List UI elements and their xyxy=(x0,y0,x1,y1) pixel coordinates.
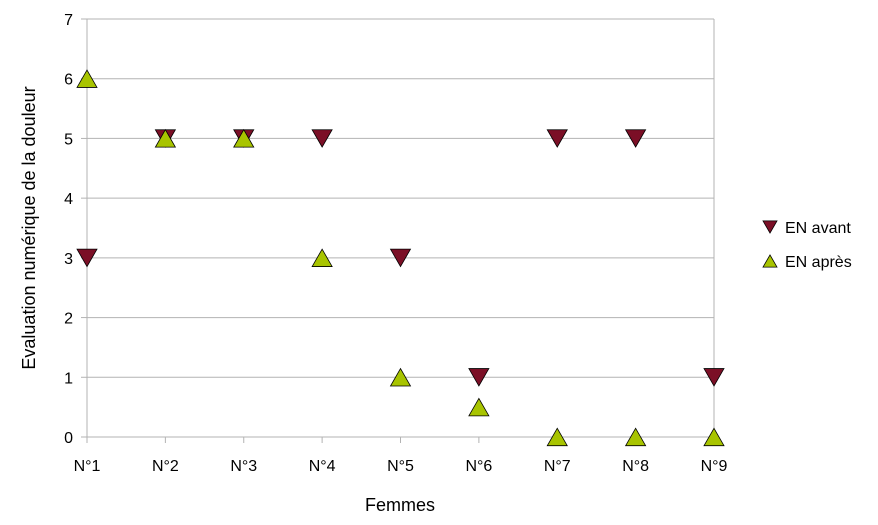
legend-label-en-avant: EN avant xyxy=(785,220,851,237)
marker-en-apr-s xyxy=(624,427,647,447)
x-tick-label: N°3 xyxy=(230,458,257,475)
marker-en-apr-s xyxy=(76,69,98,88)
grid-lines xyxy=(87,18,714,378)
marker-en-apr-s xyxy=(703,427,725,447)
marker-en-apr-s xyxy=(154,128,177,148)
y-tick-label: 3 xyxy=(64,251,73,268)
axes xyxy=(81,18,715,443)
y-tick-label: 0 xyxy=(64,430,73,447)
data-markers xyxy=(76,69,725,447)
x-tick-label: N°7 xyxy=(544,458,571,475)
y-tick-label: 7 xyxy=(64,12,73,29)
legend-symbol xyxy=(762,254,778,268)
marker-en-apr-s xyxy=(546,427,568,447)
x-axis-title: Femmes xyxy=(365,495,435,515)
marker-en-avant xyxy=(76,248,98,268)
marker-en-avant xyxy=(624,129,647,148)
y-tick-label: 5 xyxy=(64,131,73,148)
legend-symbol xyxy=(762,220,778,234)
x-tick-label: N°8 xyxy=(622,458,649,475)
y-tick-label: 4 xyxy=(64,191,73,208)
x-tick-label: N°5 xyxy=(387,458,414,475)
marker-en-apr-s xyxy=(311,248,333,267)
marker-en-avant xyxy=(546,129,568,148)
marker-en-avant xyxy=(703,368,725,387)
y-tick-label: 2 xyxy=(64,311,73,328)
marker-en-avant xyxy=(389,248,412,268)
y-tick-label: 1 xyxy=(64,370,73,387)
x-tick-label: N°4 xyxy=(309,458,336,475)
legend-item-en-avant: EN avant xyxy=(762,220,851,237)
x-tick-label: N°9 xyxy=(701,458,728,475)
y-tick-label: 6 xyxy=(64,72,73,89)
legend: EN avant EN après xyxy=(762,220,852,271)
legend-marker-en-avant xyxy=(762,220,778,234)
x-tick-label: N°1 xyxy=(74,458,101,475)
marker-en-avant xyxy=(311,129,333,148)
marker-en-apr-s xyxy=(233,128,255,148)
y-axis-title: Evaluation numérique de la douleur xyxy=(19,86,39,369)
marker-en-avant xyxy=(468,368,490,387)
legend-item-en-apres: EN après xyxy=(762,254,852,271)
x-tick-label: N°2 xyxy=(152,458,179,475)
legend-label-en-apres: EN après xyxy=(785,254,852,271)
marker-en-apr-s xyxy=(389,367,412,387)
y-tick-labels: 0 1 2 3 4 5 6 7 xyxy=(64,12,73,447)
marker-en-apr-s xyxy=(468,397,490,417)
legend-marker-en-apres xyxy=(762,254,778,268)
x-tick-label: N°6 xyxy=(465,458,492,475)
x-tick-labels: N°1 N°2 N°3 N°4 N°5 N°6 N°7 N°8 N°9 xyxy=(74,458,728,475)
